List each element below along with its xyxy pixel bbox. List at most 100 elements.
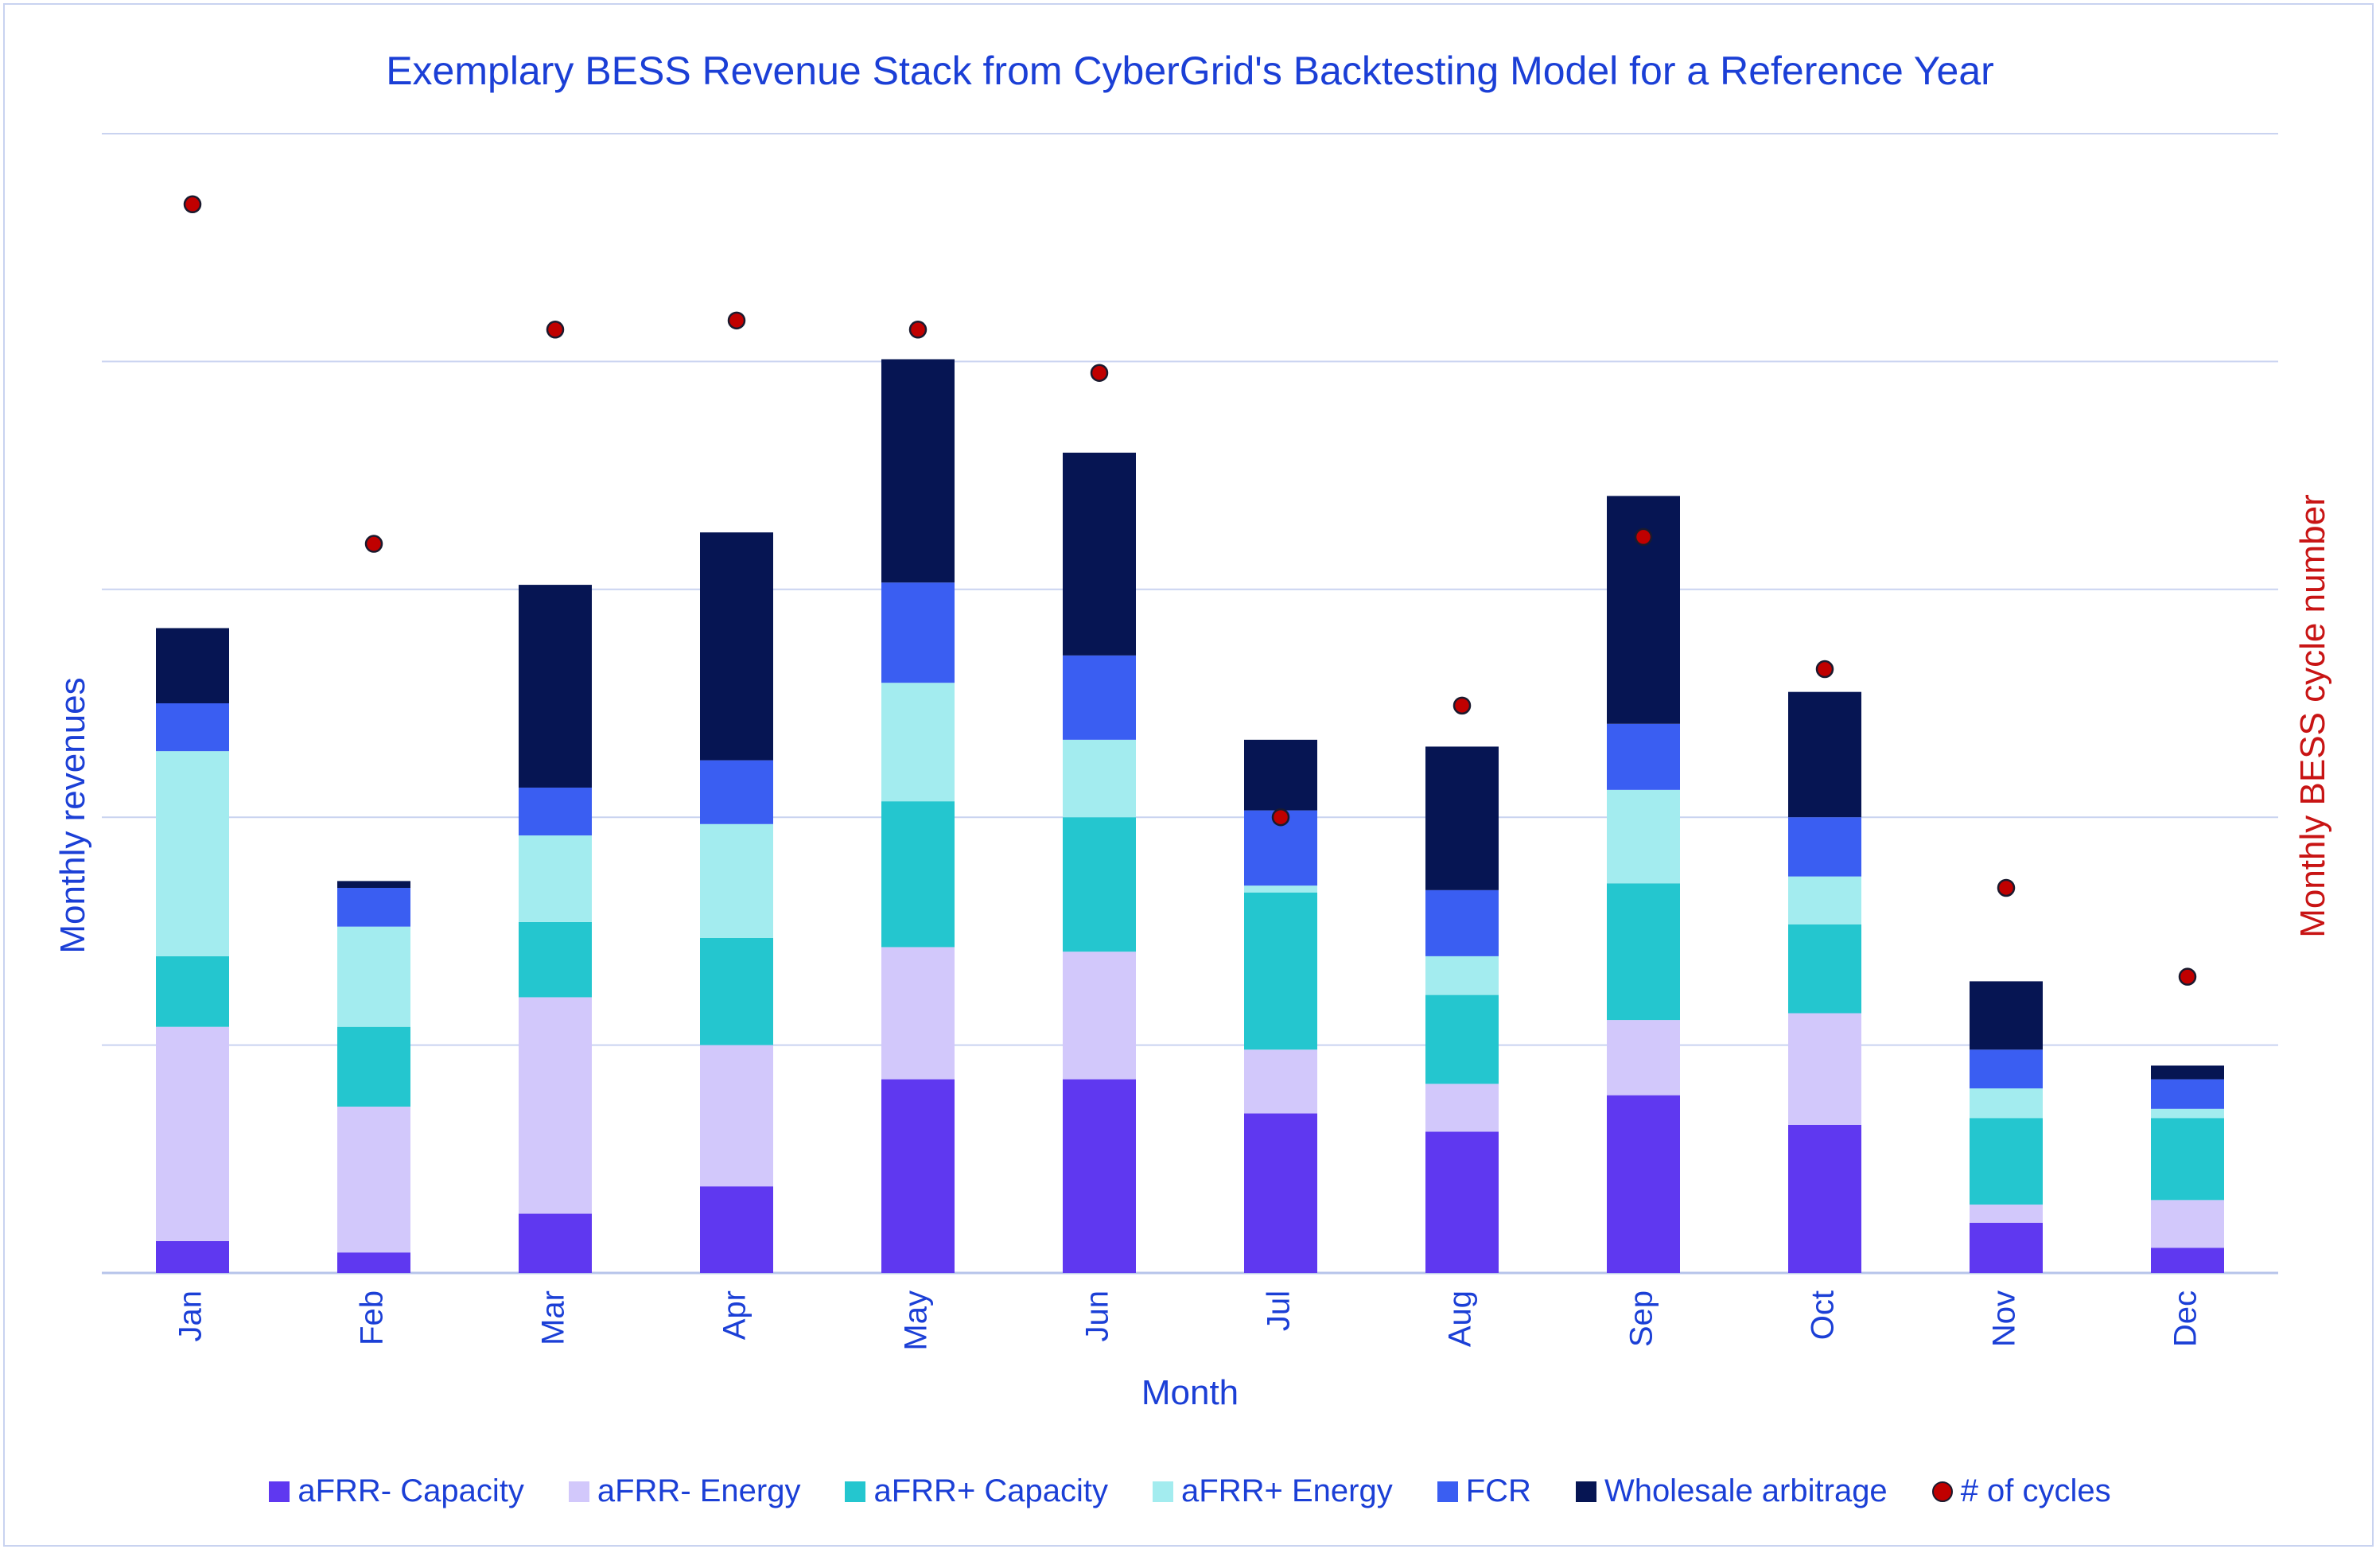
bar-afrr-energy-oct	[1788, 1013, 1861, 1125]
bar-wholesale-arbitrage-nov	[1970, 981, 2043, 1050]
x-tick-label-sep: Sep	[1624, 1290, 1659, 1347]
bar-afrr-energy-jan	[156, 751, 229, 956]
bar-fcr-mar	[519, 787, 592, 836]
bar-afrr-capacity-aug	[1425, 994, 1499, 1084]
bar-afrr-energy-nov	[1970, 1088, 2043, 1119]
bar-afrr-energy-mar	[519, 835, 592, 922]
bar-wholesale-arbitrage-jun	[1063, 452, 1136, 656]
bar-fcr-aug	[1425, 889, 1499, 956]
bar-fcr-apr	[700, 760, 773, 824]
cycles-point-may	[908, 321, 928, 339]
cycles-point-jan	[183, 195, 202, 214]
legend-label: FCR	[1465, 1473, 1531, 1508]
bar-afrr-capacity-may	[881, 801, 955, 948]
bar-afrr-capacity-aug	[1425, 1131, 1499, 1273]
bar-wholesale-arbitrage-apr	[700, 532, 773, 761]
legend-item: aFRR- Energy	[568, 1473, 801, 1509]
legend-item: # of cycles	[1931, 1473, 2111, 1509]
bar-afrr-capacity-jul	[1244, 892, 1317, 1050]
legend-item: aFRR+ Capacity	[845, 1473, 1108, 1509]
bar-afrr-energy-dec	[2151, 1108, 2224, 1119]
cycles-point-apr	[727, 311, 746, 330]
legend-label: # of cycles	[1960, 1473, 2111, 1508]
legend-item: FCR	[1437, 1473, 1531, 1509]
bar-afrr-capacity-jun	[1063, 817, 1136, 952]
legend-swatch	[568, 1481, 589, 1502]
cycles-point-aug	[1452, 696, 1472, 715]
bar-afrr-energy-oct	[1788, 876, 1861, 924]
x-tick-label-aug: Aug	[1443, 1290, 1478, 1347]
bar-afrr-capacity-oct	[1788, 924, 1861, 1014]
x-tick-label-nov: Nov	[1987, 1290, 2022, 1347]
x-tick-label-may: May	[899, 1290, 934, 1351]
legend-dot-marker	[1931, 1481, 1953, 1502]
bar-afrr-energy-feb	[337, 926, 410, 1027]
bar-afrr-capacity-jun	[1063, 1079, 1136, 1273]
x-tick-label-jun: Jun	[1080, 1290, 1115, 1342]
bar-afrr-capacity-feb	[337, 1026, 410, 1107]
bar-afrr-capacity-mar	[519, 921, 592, 998]
legend-swatch	[1437, 1481, 1458, 1502]
chart-title: Exemplary BESS Revenue Stack from CyberG…	[386, 49, 1994, 93]
bar-afrr-energy-may	[881, 947, 955, 1080]
bar-afrr-energy-aug	[1425, 956, 1499, 995]
bar-wholesale-arbitrage-jan	[156, 628, 229, 703]
bar-afrr-energy-apr	[700, 1045, 773, 1187]
cycles-point-sep	[1634, 527, 1653, 547]
bar-wholesale-arbitrage-feb	[337, 881, 410, 888]
bar-afrr-energy-apr	[700, 823, 773, 938]
bar-afrr-energy-sep	[1607, 789, 1680, 884]
legend-item: Wholesale arbitrage	[1575, 1473, 1888, 1509]
bar-afrr-energy-may	[881, 683, 955, 802]
bar-afrr-capacity-dec	[2151, 1247, 2224, 1273]
x-axis-label: Month	[1141, 1373, 1239, 1412]
bar-afrr-energy-jun	[1063, 952, 1136, 1080]
bar-fcr-dec	[2151, 1079, 2224, 1109]
bar-wholesale-arbitrage-mar	[519, 585, 592, 788]
bar-afrr-capacity-may	[881, 1079, 955, 1273]
cycles-point-feb	[364, 535, 383, 553]
cycles-point-mar	[546, 321, 565, 339]
x-tick-label-dec: Dec	[2168, 1290, 2203, 1347]
bar-afrr-energy-mar	[519, 997, 592, 1214]
bar-fcr-jun	[1063, 655, 1136, 740]
x-tick-label-feb: Feb	[355, 1290, 390, 1345]
bar-fcr-jan	[156, 703, 229, 752]
chart-frame	[3, 3, 2374, 1547]
bar-afrr-capacity-sep	[1607, 883, 1680, 1021]
x-tick-label-jul: Jul	[1262, 1290, 1297, 1331]
bar-afrr-capacity-jul	[1244, 1113, 1317, 1273]
bar-afrr-energy-jan	[156, 1026, 229, 1241]
bar-afrr-energy-jun	[1063, 739, 1136, 818]
legend-label: Wholesale arbitrage	[1604, 1473, 1888, 1508]
bar-wholesale-arbitrage-dec	[2151, 1065, 2224, 1080]
cycles-point-oct	[1815, 660, 1834, 679]
bar-afrr-capacity-feb	[337, 1252, 410, 1273]
x-tick-label-mar: Mar	[536, 1290, 571, 1345]
bar-afrr-capacity-oct	[1788, 1124, 1861, 1273]
bar-afrr-energy-nov	[1970, 1205, 2043, 1223]
bar-afrr-energy-dec	[2151, 1200, 2224, 1248]
legend-label: aFRR- Energy	[597, 1473, 801, 1508]
legend-swatch	[269, 1481, 290, 1502]
legend-item: aFRR+ Energy	[1153, 1473, 1393, 1509]
bar-afrr-capacity-sep	[1607, 1095, 1680, 1273]
x-tick-label-jan: Jan	[173, 1290, 208, 1342]
bar-wholesale-arbitrage-oct	[1788, 691, 1861, 818]
legend: aFRR- Capacity aFRR- Energy aFRR+ Capacity…	[0, 1473, 2380, 1509]
legend-label: aFRR+ Capacity	[873, 1473, 1109, 1508]
legend-swatch	[1575, 1481, 1596, 1502]
bar-fcr-oct	[1788, 817, 1861, 877]
bar-afrr-capacity-apr	[700, 1186, 773, 1273]
bar-afrr-energy-jul	[1244, 1049, 1317, 1114]
bar-afrr-capacity-nov	[1970, 1222, 2043, 1273]
bar-afrr-capacity-jan	[156, 956, 229, 1027]
legend-label: aFRR- Capacity	[298, 1473, 524, 1508]
bar-afrr-capacity-dec	[2151, 1118, 2224, 1201]
bar-afrr-capacity-jan	[156, 1240, 229, 1273]
x-tick-label-apr: Apr	[718, 1290, 752, 1340]
bar-wholesale-arbitrage-jul	[1244, 739, 1317, 811]
bar-fcr-may	[881, 582, 955, 683]
legend-label: aFRR+ Energy	[1181, 1473, 1393, 1508]
